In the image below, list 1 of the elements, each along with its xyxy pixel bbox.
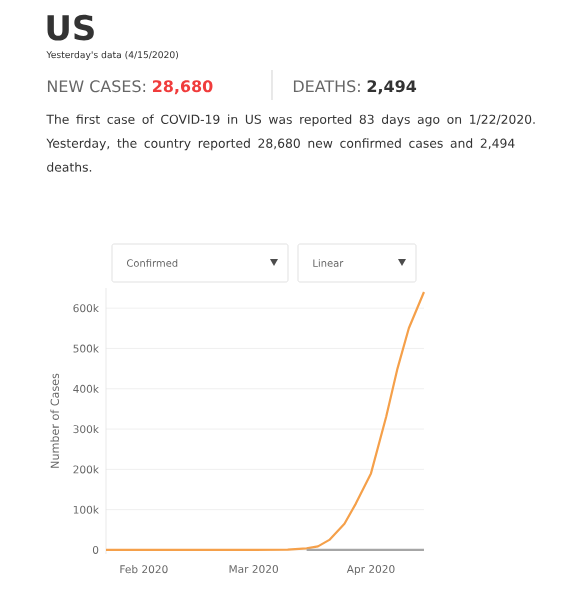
chart-title: US <box>47 14 94 41</box>
